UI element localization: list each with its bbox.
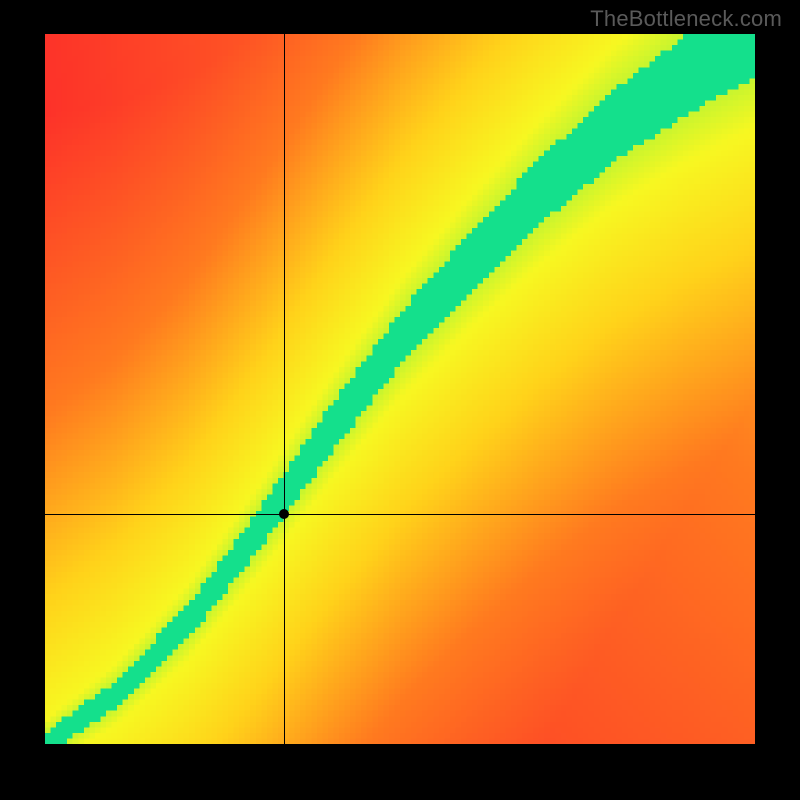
- heatmap-canvas: [45, 34, 755, 744]
- crosshair-vertical: [284, 34, 285, 744]
- crosshair-horizontal: [45, 514, 755, 515]
- crosshair-marker-dot: [279, 509, 289, 519]
- watermark-text: TheBottleneck.com: [590, 6, 782, 32]
- heatmap-plot: [45, 34, 755, 744]
